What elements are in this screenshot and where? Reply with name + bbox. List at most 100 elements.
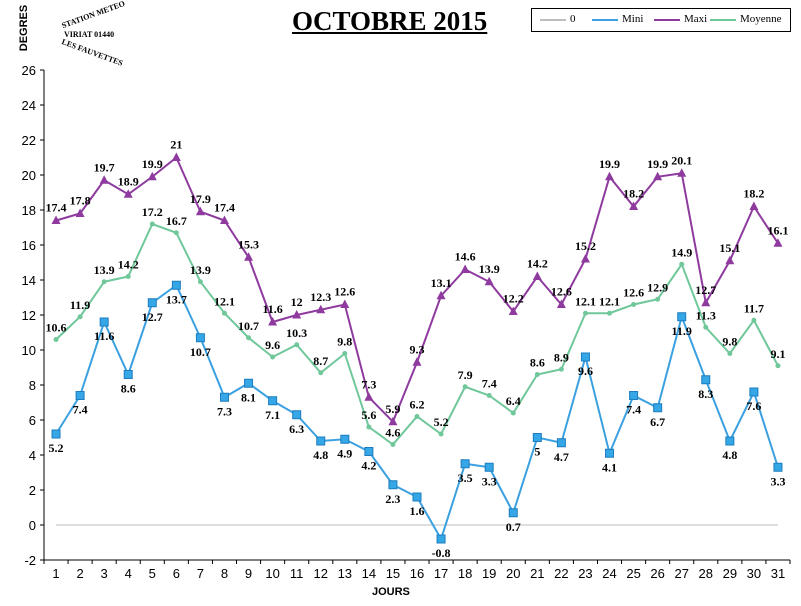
point-moyenne-9 xyxy=(246,335,252,341)
y-tick-label-9: 16 xyxy=(22,238,36,253)
data-label-mini-4: 8.6 xyxy=(121,382,136,396)
data-label-moyenne-2: 11.9 xyxy=(70,298,90,312)
legend-swatch-moyenne xyxy=(710,19,736,21)
data-label-maxi-8: 17.4 xyxy=(214,201,235,215)
data-label-mini-11: 6.3 xyxy=(289,422,304,436)
point-mini-9 xyxy=(244,378,254,388)
data-label-moyenne-7: 13.9 xyxy=(190,263,211,277)
x-tick-label-30: 30 xyxy=(747,566,761,581)
data-label-mini-17: -0.8 xyxy=(432,546,451,560)
data-label-maxi-9: 15.3 xyxy=(238,237,259,251)
data-label-moyenne-21: 8.6 xyxy=(530,356,545,370)
data-label-maxi-1: 17.4 xyxy=(46,201,67,215)
data-label-mini-19: 3.3 xyxy=(482,474,497,488)
point-mini-14 xyxy=(364,447,374,456)
data-label-mini-28: 8.3 xyxy=(698,387,713,401)
point-maxi-30 xyxy=(749,201,759,210)
point-maxi-21 xyxy=(532,271,542,280)
data-label-maxi-13: 12.6 xyxy=(334,285,355,299)
point-moyenne-29 xyxy=(727,351,733,356)
point-moyenne-4 xyxy=(125,274,131,279)
point-mini-29 xyxy=(725,436,735,446)
point-mini-24 xyxy=(605,448,615,458)
point-maxi-15 xyxy=(388,416,398,426)
point-mini-22 xyxy=(556,438,566,448)
point-maxi-13 xyxy=(340,299,350,308)
data-label-maxi-15: 5.9 xyxy=(385,402,400,416)
data-label-moyenne-11: 10.3 xyxy=(286,326,307,340)
data-label-maxi-31: 16.1 xyxy=(767,223,788,237)
point-maxi-26 xyxy=(653,171,663,181)
data-label-moyenne-28: 11.3 xyxy=(696,308,716,322)
data-label-maxi-16: 9.3 xyxy=(410,342,425,356)
data-label-mini-6: 13.7 xyxy=(166,292,187,306)
data-label-moyenne-1: 10.6 xyxy=(46,321,67,335)
x-tick-label-9: 9 xyxy=(245,566,252,581)
x-tick-label-7: 7 xyxy=(197,566,204,581)
point-maxi-3 xyxy=(99,175,109,184)
x-tick-label-17: 17 xyxy=(434,566,448,581)
point-moyenne-22 xyxy=(558,366,564,372)
stamp-line2: VIRIAT 01440 xyxy=(64,30,115,39)
point-mini-7 xyxy=(195,333,205,343)
point-moyenne-8 xyxy=(221,310,227,316)
data-label-mini-13: 4.9 xyxy=(337,446,352,460)
point-moyenne-31 xyxy=(775,363,781,369)
x-tick-label-6: 6 xyxy=(173,566,180,581)
data-label-moyenne-29: 9.8 xyxy=(722,335,737,349)
point-mini-2 xyxy=(75,391,85,400)
point-maxi-25 xyxy=(629,201,639,210)
point-moyenne-5 xyxy=(149,221,155,227)
data-label-moyenne-10: 9.6 xyxy=(265,338,280,352)
data-label-maxi-7: 17.9 xyxy=(190,192,211,206)
point-moyenne-13 xyxy=(342,351,348,356)
point-moyenne-6 xyxy=(173,230,179,236)
data-label-maxi-5: 19.9 xyxy=(142,157,163,171)
data-label-mini-1: 5.2 xyxy=(49,441,64,455)
data-label-mini-9: 8.1 xyxy=(241,390,256,404)
point-maxi-12 xyxy=(316,304,326,314)
legend: 0 Mini Maxi Moyenne xyxy=(531,8,791,32)
y-tick-label-0: -2 xyxy=(24,553,36,568)
data-label-maxi-12: 12.3 xyxy=(310,290,331,304)
point-moyenne-18 xyxy=(462,384,468,390)
series-maxi-line xyxy=(55,155,779,424)
stamp-line1: STATION METEO xyxy=(60,0,127,31)
point-moyenne-15 xyxy=(390,442,396,447)
data-label-moyenne-6: 16.7 xyxy=(166,214,187,228)
data-label-mini-12: 4.8 xyxy=(313,448,328,462)
point-maxi-1 xyxy=(51,215,61,224)
data-label-maxi-6: 21 xyxy=(170,138,182,152)
data-label-maxi-19: 13.9 xyxy=(479,262,500,276)
data-label-moyenne-9: 10.7 xyxy=(238,319,259,333)
data-label-mini-15: 2.3 xyxy=(385,492,400,506)
point-maxi-4 xyxy=(123,189,133,198)
point-moyenne-26 xyxy=(655,296,661,302)
point-maxi-24 xyxy=(605,171,615,181)
data-label-maxi-22: 12.6 xyxy=(551,285,572,299)
y-tick-label-2: 2 xyxy=(29,483,36,498)
data-label-moyenne-23: 12.1 xyxy=(575,294,596,308)
x-tick-label-18: 18 xyxy=(458,566,472,581)
data-label-maxi-28: 12.7 xyxy=(695,283,716,297)
data-label-mini-21: 5 xyxy=(534,445,540,459)
data-label-mini-31: 3.3 xyxy=(770,474,785,488)
x-tick-label-22: 22 xyxy=(554,566,568,581)
point-mini-25 xyxy=(629,391,639,400)
data-label-moyenne-4: 14.2 xyxy=(118,258,139,272)
point-mini-13 xyxy=(340,434,350,444)
y-tick-label-11: 20 xyxy=(22,168,36,183)
x-tick-label-14: 14 xyxy=(362,566,376,581)
point-mini-8 xyxy=(219,392,229,402)
legend-swatch-mini xyxy=(592,19,618,21)
x-tick-label-4: 4 xyxy=(125,566,132,581)
y-tick-label-14: 26 xyxy=(22,63,36,78)
data-label-mini-27: 11.9 xyxy=(672,324,692,338)
data-label-mini-3: 11.6 xyxy=(94,329,114,343)
x-tick-label-8: 8 xyxy=(221,566,228,581)
data-label-mini-25: 7.4 xyxy=(626,403,641,417)
point-maxi-17 xyxy=(436,290,446,300)
data-label-mini-22: 4.7 xyxy=(554,450,569,464)
